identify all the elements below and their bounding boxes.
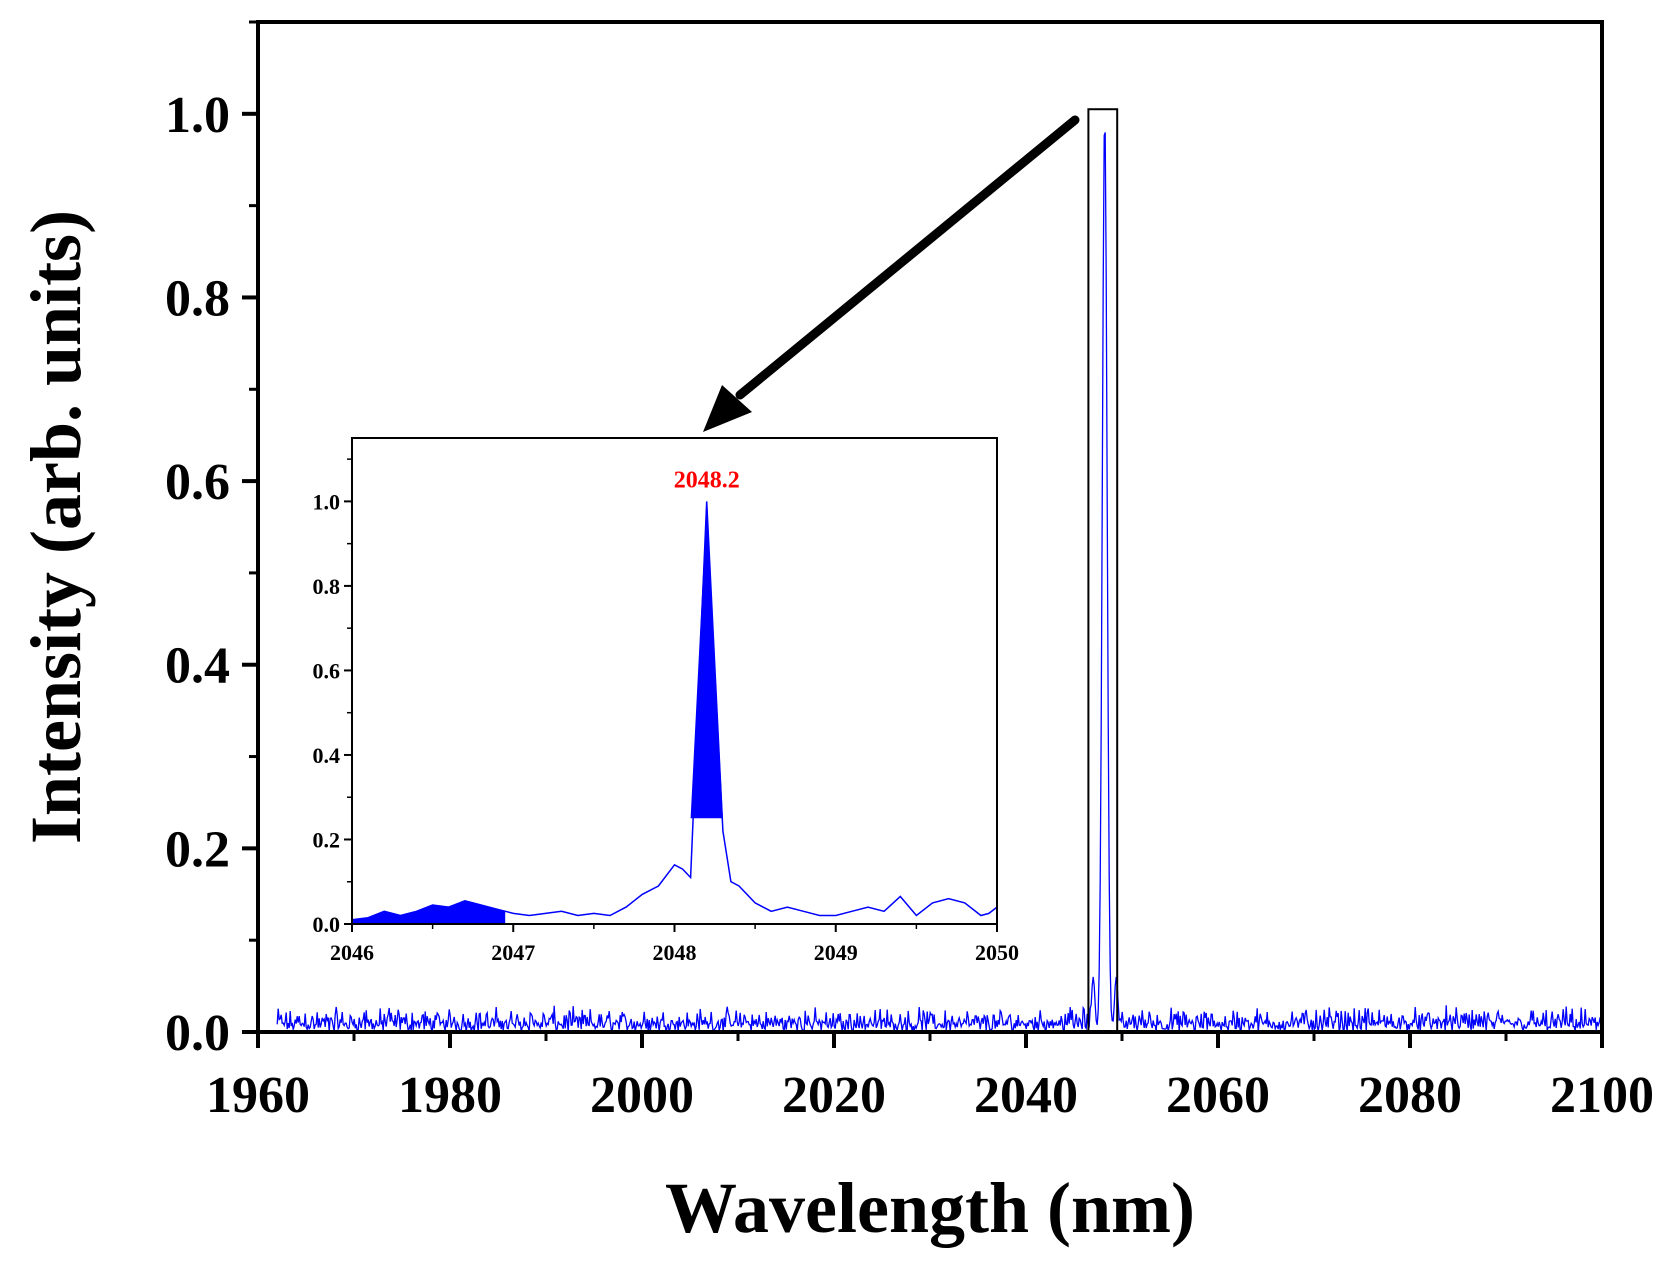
inset-y-tick-label: 0.0 xyxy=(313,912,341,937)
inset-background xyxy=(352,438,997,924)
x-tick-label: 1960 xyxy=(206,1067,310,1124)
inset-y-tick-label: 0.2 xyxy=(313,827,341,852)
inset-filled-region xyxy=(352,900,506,924)
inset-x-axis: 2046 2047 2048 2049 2050 xyxy=(330,924,1019,965)
x-tick-label: 2000 xyxy=(590,1067,694,1124)
inset-series xyxy=(351,501,998,921)
inset-x-tick-label: 2050 xyxy=(975,940,1019,965)
x-tick-label: 2100 xyxy=(1550,1067,1654,1124)
inset-y-tick-label: 0.6 xyxy=(313,658,341,683)
x-tick-label: 2060 xyxy=(1166,1067,1270,1124)
main-y-axis: 0.0 0.2 0.4 0.6 0.8 1.0 xyxy=(165,20,258,1062)
inset-y-tick-label: 0.8 xyxy=(313,574,341,599)
y-tick-label: 1.0 xyxy=(165,87,230,144)
inset-x-tick-label: 2049 xyxy=(814,940,858,965)
inset-x-tick-label: 2046 xyxy=(330,940,374,965)
inset-y-axis: 0.0 0.2 0.4 0.6 0.8 1.0 xyxy=(313,458,352,937)
y-tick-label: 0.6 xyxy=(165,454,230,511)
inset-series-line xyxy=(351,501,998,921)
inset-x-tick-label: 2047 xyxy=(491,940,535,965)
x-tick-label: 2040 xyxy=(974,1067,1078,1124)
inset-plot: 2046 2047 2048 2049 2050 0.00.20.40.60.81.0 … xyxy=(313,437,1019,965)
zoom-arrow-head xyxy=(703,385,752,432)
x-tick-label: 2080 xyxy=(1358,1067,1462,1124)
inset-filled-region xyxy=(682,501,723,819)
x-tick-label: 1980 xyxy=(398,1067,502,1124)
main-x-axis: 1960 1980 2000 2020 2040 2060 2080 2100 xyxy=(206,1032,1654,1124)
y-tick-label: 0.0 xyxy=(165,1005,230,1062)
inset-x-tick-label: 2048 xyxy=(653,940,697,965)
peak-annotation: 2048.2 xyxy=(674,467,740,493)
main-series-line xyxy=(276,132,1602,1035)
zoom-arrow-shaft xyxy=(735,115,1080,400)
x-tick-label: 2020 xyxy=(782,1067,886,1124)
main-series xyxy=(276,132,1602,1035)
zoom-arrow xyxy=(703,115,1080,432)
inset-y-tick-label: 1.0 xyxy=(313,489,341,514)
zoom-region-box xyxy=(1087,108,1119,1033)
inset-filled-regions xyxy=(352,501,723,924)
main-plot: 1960 1980 2000 2020 2040 2060 2080 2100 0.00.20… xyxy=(16,20,1654,1248)
y-tick-label: 0.4 xyxy=(165,638,230,695)
inset-y-tick-label: 0.4 xyxy=(313,743,341,768)
y-tick-label: 0.8 xyxy=(165,270,230,327)
y-tick-label: 0.2 xyxy=(165,821,230,878)
x-axis-title: Wavelength (nm) xyxy=(665,1168,1195,1248)
y-axis-title: Intensity (arb. units) xyxy=(16,210,96,844)
